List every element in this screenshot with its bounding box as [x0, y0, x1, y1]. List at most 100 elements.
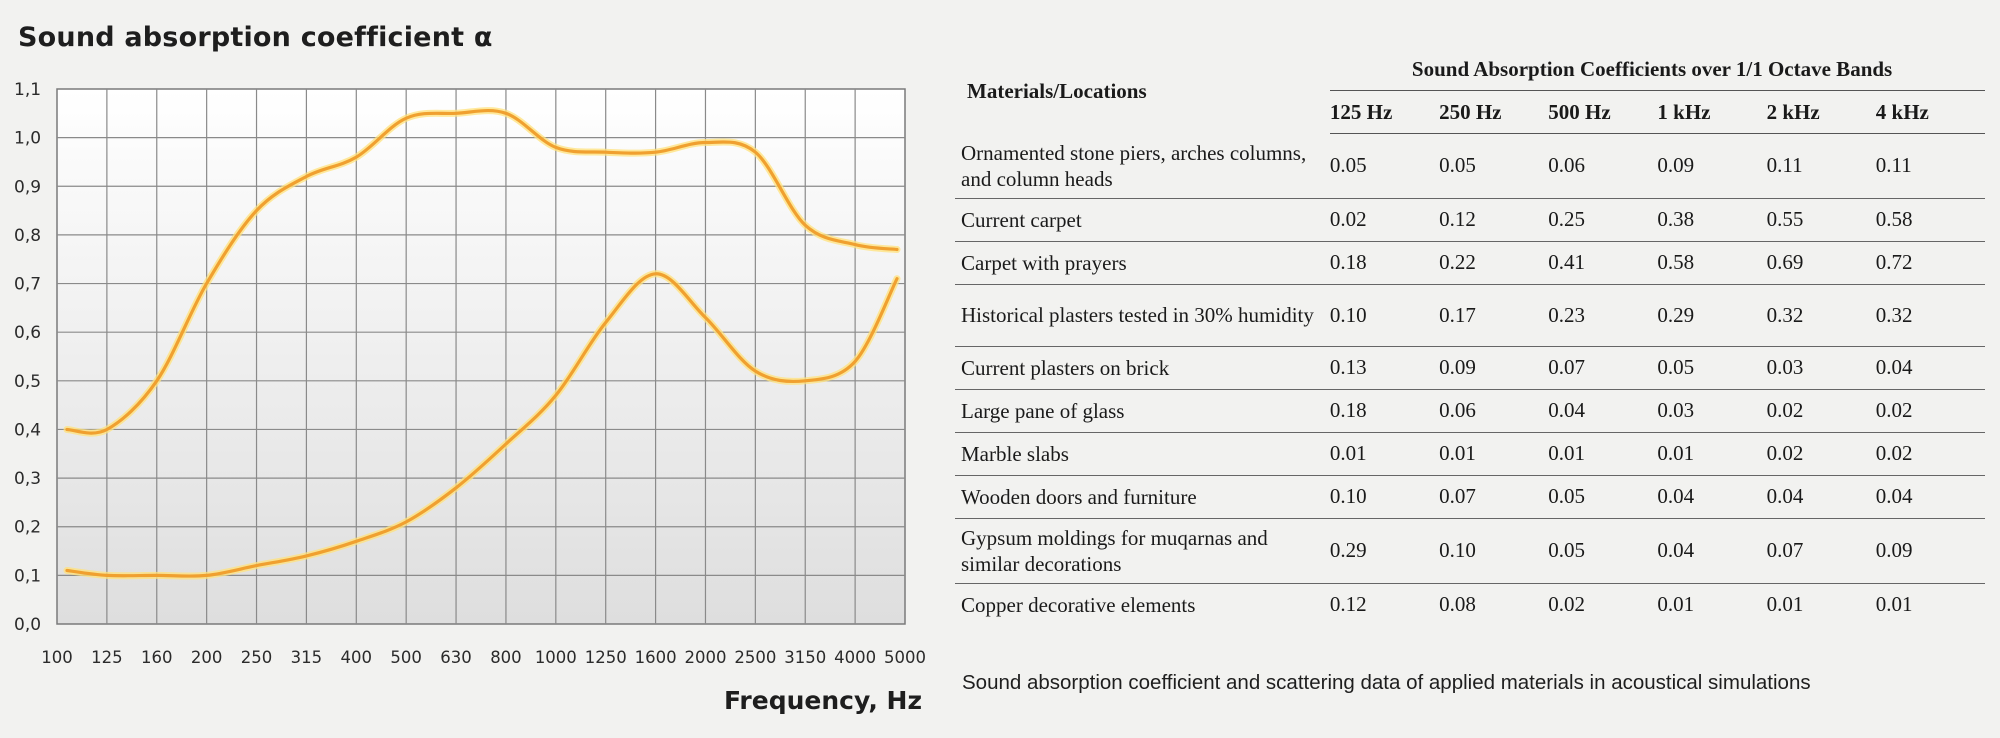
table-row: Gypsum moldings for muqarnas and similar… — [955, 518, 1985, 584]
band-header: 500 Hz — [1548, 90, 1658, 134]
value-cell: 0.04 — [1766, 475, 1876, 519]
material-cell: Large pane of glass — [955, 389, 1330, 433]
y-tick-label: 0,1 — [14, 566, 41, 586]
value-cell: 0.01 — [1439, 432, 1549, 476]
y-tick-label: 0,2 — [14, 518, 41, 538]
x-tick-label: 800 — [490, 648, 522, 667]
value-cell: 0.01 — [1875, 592, 1913, 617]
value-cell: 0.09 — [1439, 346, 1549, 390]
material-cell: Marble slabs — [955, 432, 1330, 476]
value-cell: 0.04 — [1875, 475, 1985, 519]
value-cell: 0.18 — [1329, 389, 1440, 433]
x-tick-label: 5000 — [884, 648, 926, 667]
value-cell: 0.32 — [1875, 284, 1985, 347]
value-cell: 0.04 — [1657, 518, 1767, 584]
value-cell: 0.02 — [1766, 432, 1876, 476]
x-tick-label: 200 — [191, 648, 223, 667]
table-row: Current carpet 0.02 0.12 0.25 0.38 0.55 0.58 — [955, 198, 1985, 242]
value-cell: 0.58 — [1657, 241, 1767, 285]
value-cell: 0.07 — [1766, 518, 1876, 584]
value-cell: 0.05 — [1329, 133, 1440, 199]
value-cell: 0.11 — [1766, 133, 1876, 199]
value-cell: 0.05 — [1548, 475, 1658, 519]
band-header: 1 kHz — [1657, 90, 1767, 134]
value-cell: 0.29 — [1329, 518, 1440, 584]
y-tick-label: 0,5 — [14, 372, 41, 392]
value-cell: 0.10 — [1329, 475, 1440, 519]
value-cell: 0.10 — [1329, 284, 1440, 347]
material-cell: Historical plasters tested in 30% humidi… — [955, 284, 1330, 347]
band-header: 2 kHz — [1766, 90, 1876, 134]
table-row: Marble slabs 0.01 0.01 0.01 0.01 0.02 0.02 — [955, 432, 1985, 476]
value-cell: 0.17 — [1439, 284, 1549, 347]
x-tick-label: 1250 — [585, 648, 627, 667]
value-cell: 0.23 — [1548, 284, 1658, 347]
value-cell: 0.09 — [1657, 133, 1767, 199]
plot-area — [56, 88, 906, 625]
value-cell: 0.12 — [1439, 198, 1549, 242]
value-cell: 0.04 — [1657, 475, 1767, 519]
x-tick-label: 2000 — [684, 648, 726, 667]
table-row: Current plasters on brick 0.13 0.09 0.07 0.0… — [955, 346, 1985, 390]
value-cell: 0.32 — [1766, 284, 1876, 347]
value-cell: 0.58 — [1875, 198, 1985, 242]
table-row: Carpet with prayers 0.18 0.22 0.41 0.58 0.69 0… — [955, 241, 1985, 285]
figure-caption: Sound absorption coefficient and scatter… — [962, 671, 1811, 694]
value-cell: 0.29 — [1657, 284, 1767, 347]
material-cell: Copper decorative elements — [961, 592, 1196, 617]
grid — [57, 89, 905, 624]
value-cell: 0.07 — [1439, 475, 1549, 519]
x-tick-label: 315 — [291, 648, 323, 667]
value-cell: 0.22 — [1439, 241, 1549, 285]
x-tick-label: 1000 — [535, 648, 577, 667]
absorption-chart: 0,0 0,1 0,2 0,3 0,4 0,5 0,6 0,7 0,8 0,9 1,0 1,1 100… — [14, 80, 926, 667]
series-layer — [63, 107, 901, 580]
x-tick-label: 2500 — [734, 648, 776, 667]
x-tick-label: 3150 — [784, 648, 826, 667]
value-cell: 0.09 — [1875, 518, 1985, 584]
value-cell: 0.04 — [1548, 389, 1658, 433]
material-header: Materials/Locations — [967, 79, 1147, 104]
x-axis-label: Frequency, Hz — [723, 686, 922, 715]
x-tick-label: 100 — [41, 648, 73, 667]
value-cell: 0.01 — [1548, 432, 1658, 476]
value-cell: 0.08 — [1439, 592, 1476, 617]
y-tick-label: 0,9 — [14, 177, 41, 197]
value-cell: 0.03 — [1657, 389, 1767, 433]
y-tick-label: 0,0 — [14, 615, 41, 635]
y-tick-label: 0,4 — [14, 420, 41, 440]
material-cell: Current carpet — [955, 198, 1330, 242]
octave-band-group-header: Sound Absorption Coefficients over 1/1 O… — [1329, 50, 1985, 91]
table-row: Ornamented stone piers, arches columns, … — [955, 133, 1985, 199]
x-tick-label: 1600 — [635, 648, 677, 667]
value-cell: 0.13 — [1329, 346, 1440, 390]
x-tick-label: 160 — [141, 648, 173, 667]
x-tick-label: 4000 — [834, 648, 876, 667]
value-cell: 0.01 — [1329, 432, 1440, 476]
value-cell: 0.02 — [1329, 198, 1440, 242]
x-tick-label: 630 — [440, 648, 472, 667]
y-tick-label: 1,1 — [14, 80, 41, 100]
value-cell: 0.18 — [1329, 241, 1440, 285]
value-cell: 0.72 — [1875, 241, 1985, 285]
value-cell: 0.04 — [1875, 346, 1985, 390]
x-tick-label: 250 — [241, 648, 273, 667]
absorption-table-container: Materials/Locations Sound Absorption Coe… — [955, 50, 1985, 626]
value-cell: 0.02 — [1875, 389, 1985, 433]
value-cell: 0.25 — [1548, 198, 1658, 242]
x-tick-label: 500 — [390, 648, 422, 667]
band-header: 4 kHz — [1875, 90, 1985, 134]
x-axis: 100 125 160 200 250 315 400 500 630 800 1000 1250 16… — [41, 648, 926, 667]
value-cell: 0.03 — [1766, 346, 1876, 390]
value-cell: 0.02 — [1875, 432, 1985, 476]
table-row: Copper decorative elements 0.12 0.08 0.02 0.… — [955, 583, 1985, 626]
value-cell: 0.10 — [1439, 518, 1549, 584]
material-cell: Gypsum moldings for muqarnas and similar… — [955, 518, 1330, 584]
value-cell: 0.12 — [1329, 592, 1367, 617]
material-cell: Current plasters on brick — [955, 346, 1330, 390]
value-cell: 0.07 — [1548, 346, 1658, 390]
value-cell: 0.05 — [1439, 133, 1549, 199]
value-cell: 0.05 — [1657, 346, 1767, 390]
value-cell: 0.11 — [1875, 133, 1985, 199]
y-tick-label: 1,0 — [14, 129, 41, 149]
